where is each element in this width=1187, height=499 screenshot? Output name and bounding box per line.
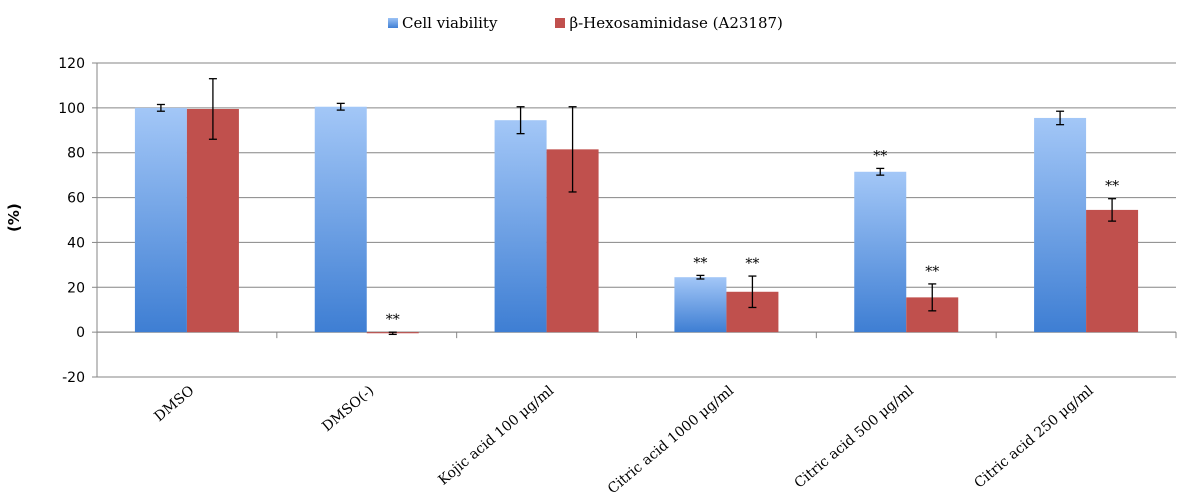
x-tick-label: DMSO(-) (319, 383, 377, 435)
legend-swatch-hexosaminidase (555, 18, 566, 28)
x-tick-label: DMSO (151, 383, 197, 425)
significance-label: ** (745, 256, 759, 272)
gridlines (97, 62, 1176, 378)
y-tick-label: -20 (62, 370, 85, 386)
bar-cell-viability (674, 277, 727, 333)
legend-label-hexosaminidase: β-Hexosaminidase (A23187) (569, 14, 783, 32)
legend-item-cell-viability: Cell viability (388, 14, 497, 32)
legend-item-hexosaminidase: β-Hexosaminidase (A23187) (555, 14, 783, 32)
y-tick-label: 100 (58, 101, 85, 117)
y-tick-label: 0 (76, 325, 85, 341)
bar-cell-viability (1034, 117, 1087, 333)
significance-label: ** (386, 312, 400, 328)
legend-label-cell-viability: Cell viability (402, 14, 498, 32)
y-tick-label: 40 (67, 235, 85, 251)
significance-label: ** (693, 255, 707, 271)
bar-hexosaminidase (186, 108, 239, 333)
x-tick-label: Kojic acid 100 μg/ml (435, 382, 557, 488)
legend-swatch-cell-viability (388, 18, 398, 28)
y-tick-label: 80 (67, 146, 85, 162)
bar-cell-viability (314, 106, 367, 333)
significance-label: ** (873, 148, 887, 164)
y-tick-label: 120 (58, 56, 85, 72)
x-tick-label: Citric acid 500 μg/ml (792, 382, 918, 491)
x-tick-label: Citric acid 1000 μg/ml (605, 382, 737, 497)
bar-cell-viability (494, 120, 547, 333)
y-tick-label: 20 (67, 280, 85, 296)
legend: Cell viability β-Hexosaminidase (A23187) (388, 14, 783, 32)
y-tick-label: 60 (67, 191, 85, 207)
bar-cell-viability (134, 107, 187, 333)
bar-cell-viability (854, 171, 907, 333)
bar-hexosaminidase (1086, 209, 1139, 333)
x-tick-label: Citric acid 250 μg/ml (971, 382, 1097, 491)
significance-label: ** (925, 264, 939, 280)
axes (92, 62, 1177, 378)
significance-label: ** (1105, 179, 1119, 195)
bars (134, 78, 1139, 336)
